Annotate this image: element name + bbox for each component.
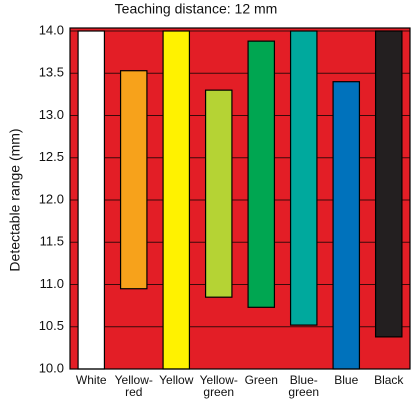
y-axis-label: Detectable range (mm) [7, 128, 23, 271]
x-tick-label: Yellow [159, 373, 194, 387]
x-tick-label: Black [374, 373, 404, 387]
x-tick-label: Blue [334, 373, 358, 387]
x-tick-label-line: Blue- [290, 373, 318, 387]
plot-border [69, 27, 411, 370]
x-tick-label-line: Green [245, 373, 278, 387]
x-tick-label-line: green [288, 385, 319, 399]
bar [204, 89, 233, 298]
y-tick-label: 10.0 [39, 360, 64, 375]
x-tick-label: Yellow-red [115, 373, 153, 399]
y-tick-label: 13.0 [39, 107, 64, 122]
y-tick-label: 13.5 [39, 65, 64, 80]
y-tick-label: 11.0 [40, 276, 64, 291]
bar [374, 30, 403, 338]
chart-title: Teaching distance: 12 mm [115, 1, 278, 17]
y-tick-label: 12.5 [39, 149, 64, 164]
x-tick-label-line: green [203, 385, 234, 399]
bar [289, 30, 318, 326]
x-tick-label: White [76, 373, 107, 387]
x-tick-label-line: Yellow- [115, 373, 153, 387]
bar [162, 30, 191, 370]
x-tick-label-line: White [76, 373, 107, 387]
x-tick-label-line: Blue [334, 373, 358, 387]
y-tick-label: 12.0 [39, 191, 64, 206]
y-tick-label: 14.0 [39, 22, 64, 37]
y-tick-label: 10.5 [39, 318, 64, 333]
bar [77, 30, 106, 370]
bar [332, 81, 361, 370]
x-tick-label-line: red [125, 385, 142, 399]
x-tick-label: Yellow-green [200, 373, 238, 399]
x-tick-label-line: Black [374, 373, 404, 387]
x-tick-label: Green [245, 373, 278, 387]
x-tick-label-line: Yellow- [200, 373, 238, 387]
x-tick-label-line: Yellow [159, 373, 194, 387]
bar [247, 40, 276, 308]
x-tick-label: Blue-green [288, 373, 319, 399]
y-tick-label: 11.5 [40, 234, 64, 249]
bar [119, 70, 148, 290]
